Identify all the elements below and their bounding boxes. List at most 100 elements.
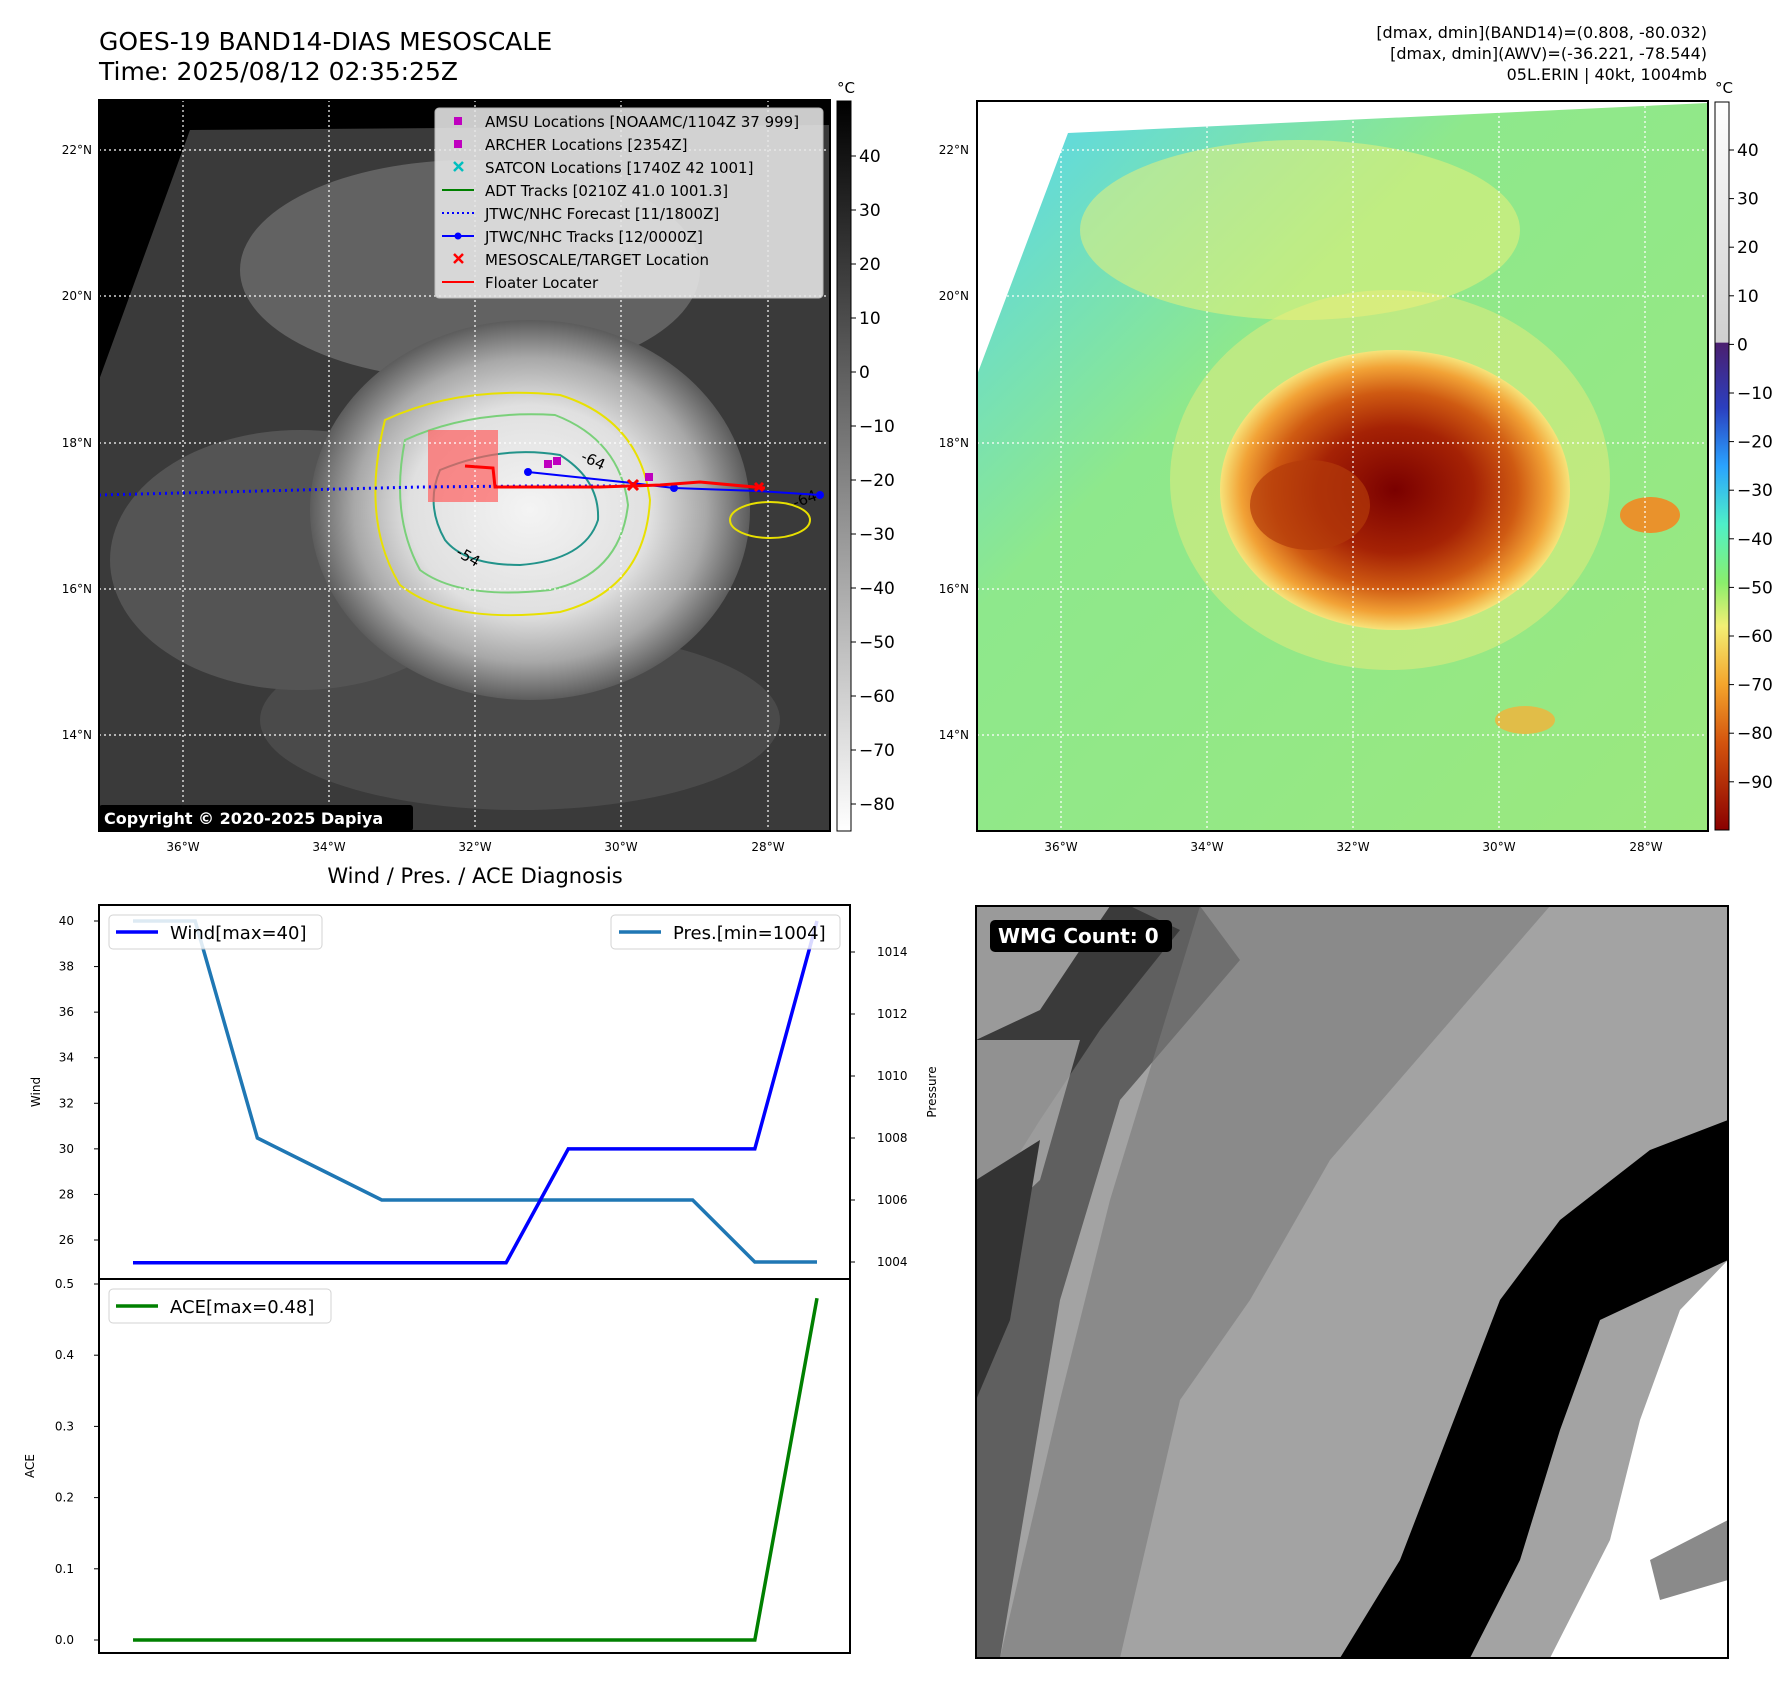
awv-colorbar-tick-label: −90 [1737, 773, 1773, 793]
lon-tick-label: 36°W [166, 840, 199, 854]
awv-colorbar-tick-label: 20 [1737, 238, 1759, 258]
pressure-tick-label: 1008 [877, 1131, 908, 1145]
wind-tick-label: 26 [59, 1233, 74, 1247]
wind-line [133, 920, 819, 1265]
awv-colorbar: °C 40 30 20 10 0 −10 −20 −30 −40 −50 −60 −70 −80 −90 [1714, 79, 1773, 831]
ir-colorbar-tick-label: 40 [859, 147, 881, 167]
ace-legend: ACE[max=0.48] [108, 1288, 332, 1324]
legend-target: MESOSCALE/TARGET Location [485, 251, 709, 269]
wind-tick-label: 36 [59, 1005, 74, 1019]
awv-colorbar-tick-label: −40 [1737, 530, 1773, 550]
pressure-tick-label: 1006 [877, 1193, 908, 1207]
diagnosis-title: Wind / Pres. / ACE Diagnosis [327, 864, 622, 888]
ir-panel: -64 -54 -64 [98, 99, 831, 832]
awv-panel [976, 100, 1709, 832]
wind-tick-label: 38 [59, 960, 74, 974]
ir-floater-track [464, 464, 766, 490]
pressure-tick-label: 1004 [877, 1255, 908, 1269]
ir-colorbar-tick-label: −50 [859, 633, 895, 653]
ace-tick-label: 0.5 [55, 1277, 74, 1291]
lon-tick-label: 36°W [1044, 840, 1077, 854]
lon-tick-label: 34°W [1190, 840, 1223, 854]
awv-colorbar-unit: °C [1715, 79, 1733, 97]
wind-tick-label: 30 [59, 1142, 74, 1156]
info-awv-range: [dmax, dmin](AWV)=(-36.221, -78.544) [1390, 44, 1707, 63]
lat-tick-label: 22°N [62, 143, 92, 157]
ace-tick-label: 0.3 [55, 1419, 74, 1433]
wind-tick-label: 40 [59, 914, 74, 928]
ir-colorbar-tick-label: −10 [859, 417, 895, 437]
legend-amsu: AMSU Locations [NOAAMC/1104Z 37 999] [485, 113, 799, 131]
ir-colorbar-tick-label: −70 [859, 741, 895, 761]
ace-tick-label: 0.0 [55, 1633, 74, 1647]
legend-adt: ADT Tracks [0210Z 41.0 1001.3] [485, 182, 728, 200]
legend-floater: Floater Locater [485, 274, 599, 292]
legend-forecast: JTWC/NHC Forecast [11/1800Z] [484, 205, 719, 223]
ace-line [133, 1297, 819, 1642]
ir-colorbar-tick-label: −40 [859, 579, 895, 599]
ace-axis-label: ACE [23, 1454, 37, 1478]
lat-tick-label: 20°N [939, 289, 969, 303]
legend-archer: ARCHER Locations [2354Z] [485, 136, 688, 154]
wind-legend-label: Wind[max=40] [170, 923, 307, 944]
awv-colorbar-tick-label: 0 [1737, 335, 1748, 355]
pressure-tick-label: 1014 [877, 945, 908, 959]
ir-colorbar-tick-label: 0 [859, 363, 870, 383]
ir-colorbar-unit: °C [837, 79, 855, 97]
ir-colorbar-tick-label: 20 [859, 255, 881, 275]
lon-tick-label: 32°W [458, 840, 491, 854]
ace-tick-label: 0.1 [55, 1562, 74, 1576]
pressure-axis-label: Pressure [925, 1066, 939, 1117]
ir-legend: AMSU Locations [NOAAMC/1104Z 37 999] ARC… [434, 107, 824, 299]
ace-tick-label: 0.4 [55, 1348, 74, 1362]
ace-panel: 0.5 0.4 0.3 0.2 0.1 0.0 ACE ACE[max=0.48] [23, 1277, 851, 1654]
info-band14-range: [dmax, dmin](BAND14)=(0.808, -80.032) [1376, 23, 1707, 42]
pres-legend-label: Pres.[min=1004] [673, 923, 826, 944]
awv-colorbar-tick-label: 10 [1737, 287, 1759, 307]
lon-tick-label: 32°W [1336, 840, 1369, 854]
lon-tick-label: 28°W [1629, 840, 1662, 854]
copyright-label: Copyright © 2020-2025 Dapiya [104, 809, 383, 828]
lat-tick-label: 14°N [939, 728, 969, 742]
wmg-panel: WMG Count: 0 [975, 905, 1729, 1659]
wmg-count-label: WMG Count: 0 [998, 924, 1159, 948]
awv-colorbar-tick-label: −60 [1737, 627, 1773, 647]
pressure-tick-label: 1010 [877, 1069, 908, 1083]
wind-tick-label: 32 [59, 1096, 74, 1110]
pres-legend: Pres.[min=1004] [610, 914, 841, 950]
awv-colorbar-tick-label: 30 [1737, 190, 1759, 210]
lat-tick-label: 18°N [939, 436, 969, 450]
ir-colorbar-tick-label: −60 [859, 687, 895, 707]
ir-colorbar: °C 40 30 20 10 0 −10 −20 −30 −40 −50 −60 −70 −80 [836, 79, 895, 832]
awv-colorbar-tick-label: −50 [1737, 578, 1773, 598]
lat-tick-label: 14°N [62, 728, 92, 742]
lat-tick-label: 22°N [939, 143, 969, 157]
figure-time: Time: 2025/08/12 02:35:25Z [98, 57, 458, 86]
awv-colorbar-tick-label: −20 [1737, 433, 1773, 453]
awv-colorbar-tick-label: −10 [1737, 384, 1773, 404]
info-storm: 05L.ERIN | 40kt, 1004mb [1507, 65, 1707, 84]
lat-tick-label: 20°N [62, 289, 92, 303]
wind-pressure-panel: 40 38 36 34 32 30 28 26 1014 1012 1010 1008 1006 100… [29, 904, 939, 1280]
lat-tick-label: 18°N [62, 436, 92, 450]
awv-colorbar-tick-label: 40 [1737, 141, 1759, 161]
legend-satcon: SATCON Locations [1740Z 42 1001] [485, 159, 753, 177]
lon-tick-label: 30°W [604, 840, 637, 854]
ace-tick-label: 0.2 [55, 1491, 74, 1505]
lon-tick-label: 34°W [312, 840, 345, 854]
figure-title: GOES-19 BAND14-DIAS MESOSCALE [99, 27, 552, 56]
wind-tick-label: 28 [59, 1187, 74, 1201]
pressure-tick-label: 1012 [877, 1007, 908, 1021]
lat-tick-label: 16°N [62, 582, 92, 596]
awv-colorbar-tick-label: −30 [1737, 481, 1773, 501]
lon-tick-label: 30°W [1482, 840, 1515, 854]
lat-tick-label: 16°N [939, 582, 969, 596]
awv-colorbar-tick-label: −70 [1737, 676, 1773, 696]
ir-colorbar-tick-label: −80 [859, 795, 895, 815]
ace-legend-label: ACE[max=0.48] [170, 1297, 314, 1318]
ir-colorbar-tick-label: 10 [859, 309, 881, 329]
pressure-line [133, 919, 817, 1264]
wind-axis-label: Wind [29, 1077, 43, 1107]
legend-nhc-tracks: JTWC/NHC Tracks [12/0000Z] [484, 228, 703, 246]
